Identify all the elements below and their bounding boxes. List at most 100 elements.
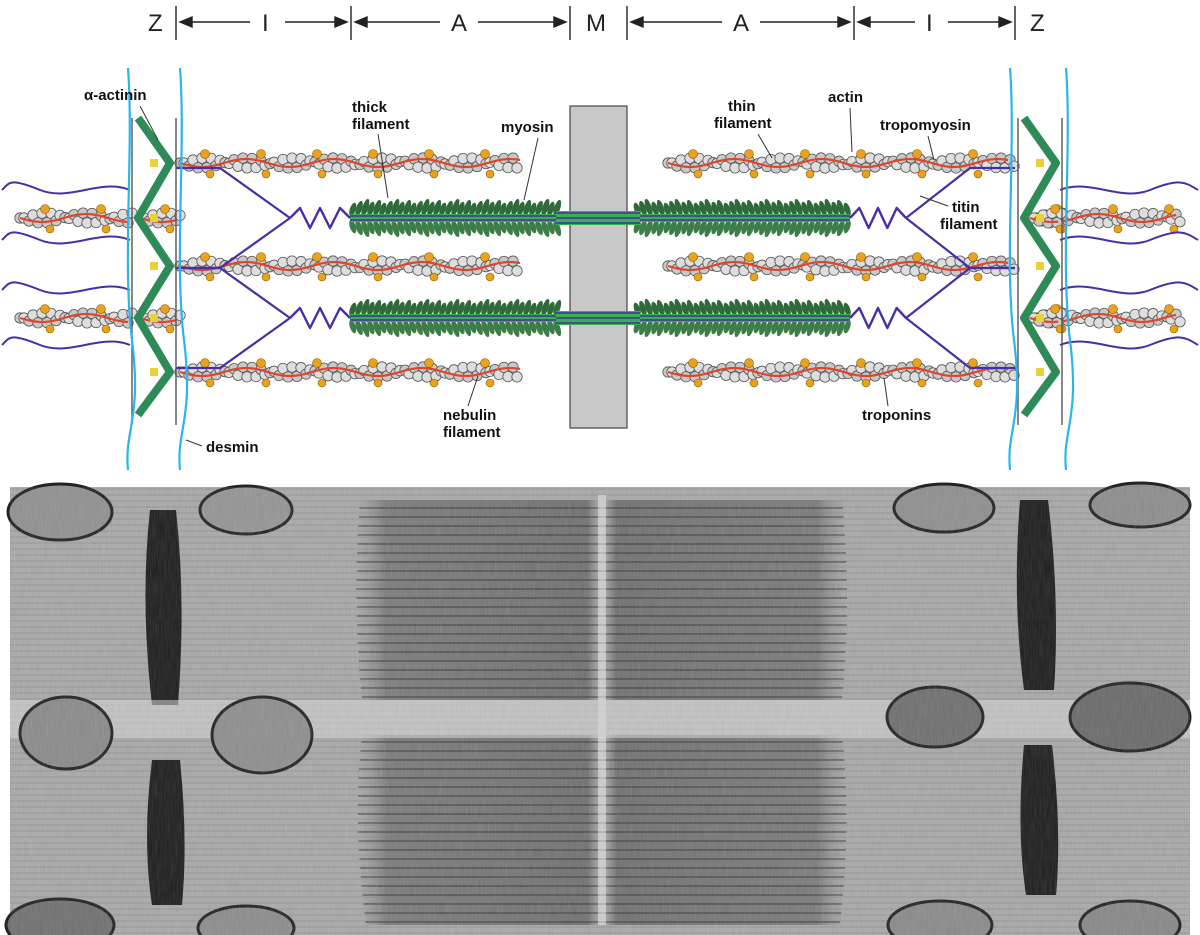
troponin (744, 252, 754, 262)
alpha-actinin-node (1036, 314, 1044, 322)
band-a-right: A (733, 10, 749, 37)
myosin-head (385, 319, 393, 336)
myosin-head (499, 319, 507, 334)
myosin-head (457, 201, 465, 217)
myosin-head (746, 319, 755, 337)
alpha-actinin-node (150, 159, 158, 167)
troponin (312, 149, 322, 159)
myosin-head (686, 319, 695, 337)
myosin-head (783, 202, 791, 217)
myosin-head (729, 219, 737, 236)
a-left-arrows (353, 15, 568, 29)
myosin-head (831, 201, 839, 217)
myosin-head (723, 302, 731, 317)
troponin (917, 272, 927, 282)
myosin-head (475, 300, 483, 317)
myosin-head (734, 198, 743, 217)
troponin (200, 358, 210, 368)
myosin-head (397, 219, 405, 235)
troponin (200, 149, 210, 159)
myosin-head (469, 302, 477, 317)
myosin-head (794, 219, 803, 238)
myosin-head (813, 319, 821, 334)
myosin-head (505, 319, 513, 336)
schematic-labels: α-actinin thick filament myosin thin fil… (84, 87, 998, 456)
troponin (800, 252, 810, 262)
myosin-head (711, 301, 719, 317)
myosin-head (391, 198, 400, 217)
myosin-head (457, 219, 465, 235)
myosin-head (475, 219, 483, 236)
leader-desmin (185, 439, 203, 447)
titin-2-right-anchor (905, 317, 1015, 370)
tropomyosin-strand (179, 260, 521, 272)
myosin-head (843, 302, 851, 317)
actin-bead (1174, 216, 1186, 228)
troponin (424, 358, 434, 368)
myosin-head (776, 319, 785, 337)
troponin (256, 149, 266, 159)
label-thin-filament-line1: thin (728, 98, 756, 115)
troponin (480, 149, 490, 159)
troponin (805, 378, 815, 388)
myosin-head (385, 200, 393, 217)
myosin-head (681, 201, 689, 217)
myosin-head (379, 219, 387, 234)
myosin-head (367, 301, 375, 317)
thick-filament-2-right (633, 298, 851, 338)
alpha-actinin-node (150, 368, 158, 376)
troponin (317, 169, 327, 179)
myosin-head (734, 219, 743, 238)
myosin-head (783, 302, 791, 317)
myosin-head (553, 219, 562, 237)
myosin-head (433, 299, 442, 317)
alpha-actinin-node (150, 314, 158, 322)
myosin-head (806, 319, 815, 337)
label-myosin: myosin (501, 119, 554, 136)
titin-2-left-anchor (176, 317, 291, 370)
myosin-head (421, 319, 430, 338)
myosin-head (403, 319, 412, 337)
myosin-head (415, 319, 423, 336)
troponin (912, 358, 922, 368)
myosin-head (547, 219, 555, 235)
thin-filament-left-2 (174, 252, 523, 282)
myosin-head (794, 319, 803, 338)
troponin (205, 272, 215, 282)
myosin-head (843, 319, 851, 334)
myosin-head (819, 200, 827, 217)
myosin-head (403, 199, 412, 217)
myosin-head (746, 199, 755, 217)
myosin-head (523, 299, 532, 317)
troponin (856, 358, 866, 368)
myosin-head (789, 200, 797, 217)
thin-filament-neighbor-left-2 (14, 304, 138, 334)
myosin-head (469, 219, 477, 234)
troponin (688, 358, 698, 368)
titin-neighbor-left-3 (1, 281, 131, 295)
leader-titin (919, 195, 949, 207)
myosin-head (753, 219, 761, 234)
myosin-head (699, 319, 707, 336)
titin-2-left-anchor (176, 266, 291, 319)
myosin-head (481, 198, 490, 217)
myosin-head (349, 202, 357, 217)
troponin (800, 358, 810, 368)
myosin-head (487, 219, 495, 235)
myosin-head (824, 219, 833, 238)
myosin-head (789, 300, 797, 317)
myosin-head (663, 202, 671, 217)
troponin (1164, 304, 1174, 314)
myosin-head (686, 219, 695, 237)
myosin-head (421, 219, 430, 238)
troponin (312, 252, 322, 262)
micrograph-grain (10, 487, 1190, 935)
myosin-head (639, 219, 647, 236)
troponin (1164, 204, 1174, 214)
tropomyosin-strand (179, 157, 521, 169)
myosin-head (427, 301, 435, 317)
leader-thin-filament (757, 133, 773, 159)
tropomyosin-strand (667, 157, 1009, 169)
band-z-right: Z (1030, 10, 1045, 37)
label-thick-filament-line1: thick (352, 99, 388, 116)
